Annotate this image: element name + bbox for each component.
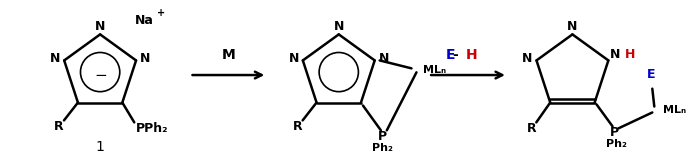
Text: E: E bbox=[446, 48, 455, 62]
Text: H: H bbox=[626, 48, 636, 61]
Text: -: - bbox=[452, 48, 458, 62]
Text: N: N bbox=[140, 52, 150, 65]
Text: 1: 1 bbox=[96, 140, 105, 154]
Text: N: N bbox=[610, 48, 621, 61]
Text: N: N bbox=[567, 20, 577, 33]
Text: R: R bbox=[526, 122, 536, 135]
Text: +: + bbox=[157, 8, 165, 18]
Text: P: P bbox=[378, 130, 387, 143]
Text: Ph₂: Ph₂ bbox=[373, 143, 393, 153]
Text: N: N bbox=[95, 20, 105, 33]
Text: N: N bbox=[522, 52, 533, 65]
Text: N: N bbox=[378, 52, 389, 65]
Text: N: N bbox=[289, 52, 299, 65]
Text: N: N bbox=[333, 20, 344, 33]
Text: MLₙ: MLₙ bbox=[663, 105, 686, 115]
Text: M: M bbox=[222, 48, 235, 62]
Text: PPh₂: PPh₂ bbox=[136, 122, 168, 135]
Text: R: R bbox=[293, 120, 302, 133]
Text: H: H bbox=[466, 48, 477, 62]
Text: MLₙ: MLₙ bbox=[423, 65, 446, 75]
Text: P: P bbox=[610, 126, 619, 139]
Text: Ph₂: Ph₂ bbox=[606, 139, 627, 149]
Text: E: E bbox=[647, 68, 655, 81]
Text: Na: Na bbox=[135, 14, 154, 27]
Text: R: R bbox=[54, 120, 64, 133]
Text: $-$: $-$ bbox=[94, 66, 107, 80]
Text: N: N bbox=[50, 52, 61, 65]
